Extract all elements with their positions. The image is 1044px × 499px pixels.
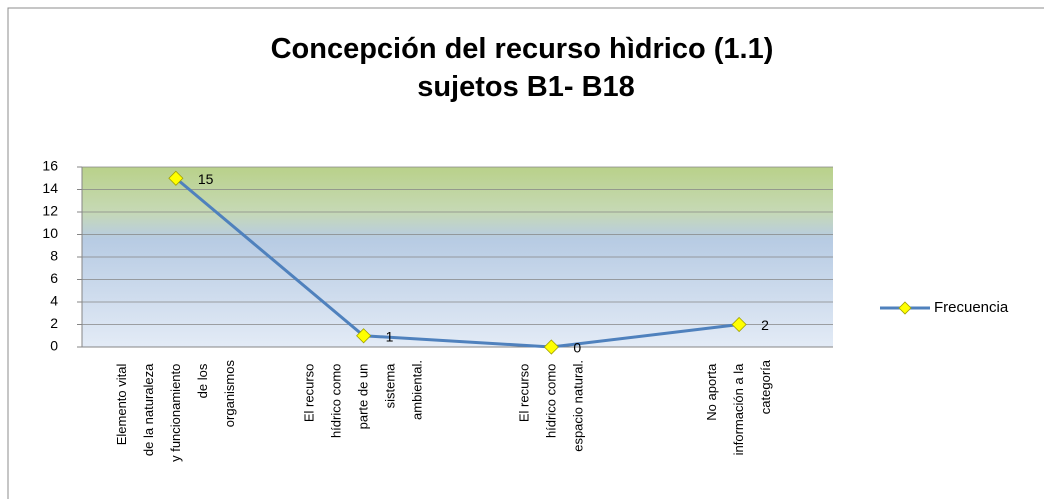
x-tick-label: El recurso hídrico como espacio natural. (516, 360, 585, 452)
y-tick-label: 6 (50, 270, 58, 286)
data-point (731, 316, 747, 333)
y-tick-label: 14 (42, 180, 58, 196)
x-tick-label: Elemento vital de la naturaleza y funcio… (114, 360, 237, 462)
y-tick-label: 10 (42, 225, 58, 241)
data-label: 1 (386, 328, 394, 344)
data-label: 15 (198, 171, 214, 187)
data-label: 2 (761, 317, 769, 333)
chart-border (7, 7, 1044, 499)
data-label: 0 (573, 340, 581, 356)
x-tick-group: Elemento vital de la naturaleza y funcio… (114, 360, 237, 462)
x-tick-group: El recurso hídrico como parte de un sist… (302, 360, 425, 438)
chart-title: Concepción del recurso hìdrico (1.1) suj… (271, 33, 782, 103)
x-tick-label: No aporta información a la categoría (704, 359, 773, 455)
data-point (168, 170, 184, 186)
y-tick-label: 4 (50, 293, 58, 309)
x-tick-label: El recurso hídrico como parte de un sist… (302, 360, 425, 438)
y-tick-label: 8 (50, 248, 58, 264)
series-line (174, 177, 740, 349)
legend-label: Frecuencia (934, 299, 1009, 316)
y-tick-label: 0 (50, 338, 58, 354)
y-tick-label: 12 (42, 203, 58, 219)
y-tick-label: 2 (50, 315, 58, 331)
data-point (543, 339, 559, 355)
legend-marker (898, 301, 912, 315)
y-tick-label: 16 (42, 158, 58, 174)
data-point (356, 328, 372, 344)
x-tick-group: El recurso hídrico como espacio natural. (516, 360, 585, 452)
x-tick-group: No aporta información a la categoría (704, 359, 773, 455)
